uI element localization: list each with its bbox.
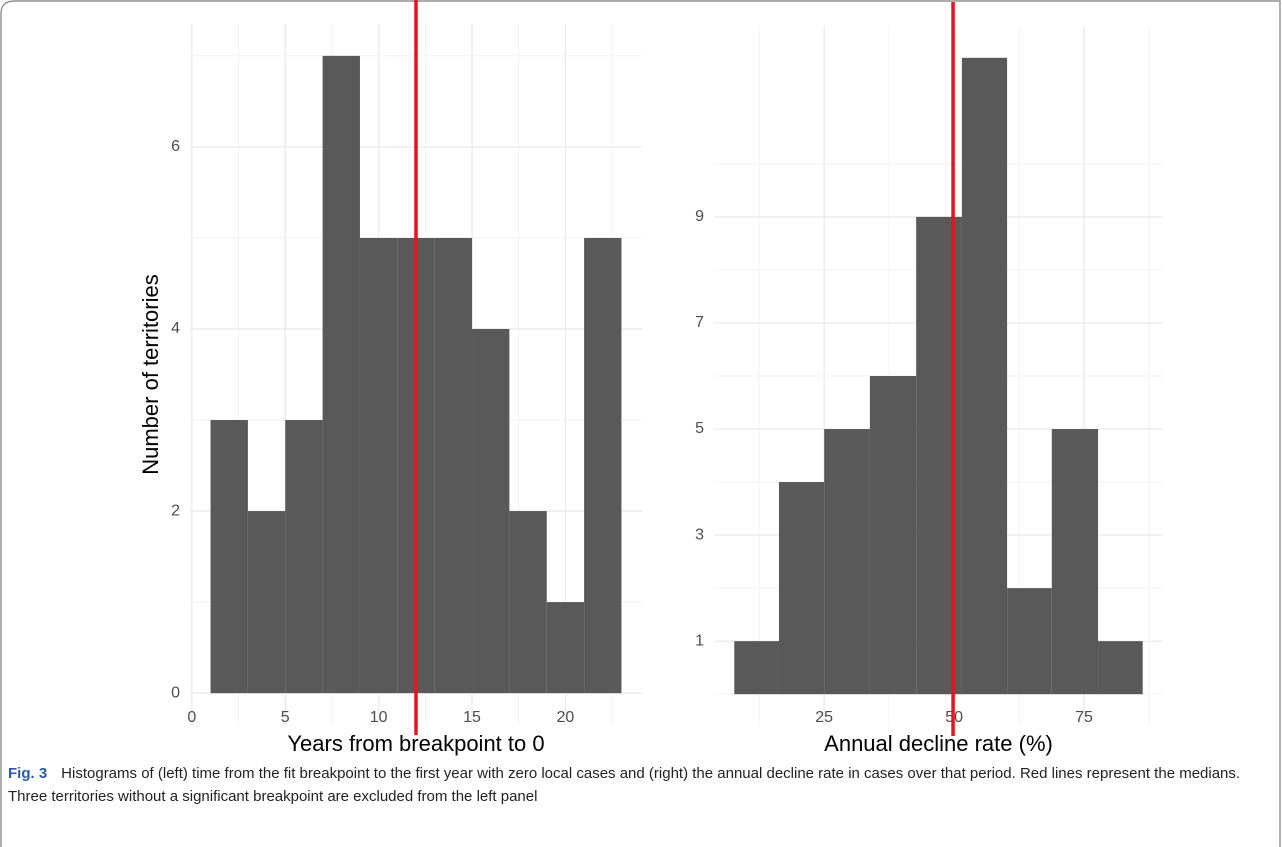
x-tick-label: 20 [557, 709, 575, 726]
bar [584, 237, 622, 694]
bar [472, 328, 510, 694]
x-tick-label: 5 [281, 709, 290, 726]
bar [869, 376, 917, 695]
y-tick-label: 6 [171, 138, 180, 155]
y-tick-label: 5 [695, 420, 704, 437]
bar [1007, 588, 1052, 695]
caption-label: Fig. 3 [8, 765, 48, 782]
bar [734, 641, 779, 695]
bar [509, 511, 547, 694]
bar [778, 482, 825, 695]
y-tick-label: 2 [171, 502, 180, 519]
caption: Fig. 3 Histograms of (left) time from the… [8, 762, 1270, 808]
x-tick-label: 15 [463, 709, 481, 726]
bar [434, 237, 473, 694]
bar [210, 420, 248, 694]
bar [546, 602, 585, 694]
bar [322, 55, 360, 694]
x-axis-title: Years from breakpoint to 0 [287, 731, 544, 756]
bar [961, 57, 1008, 695]
y-axis-title: Number of territories [138, 274, 163, 475]
bar [824, 429, 870, 695]
x-tick-label: 75 [1075, 709, 1093, 726]
bar [1051, 429, 1099, 695]
y-tick-label: 0 [171, 684, 180, 701]
x-tick-label: 0 [187, 709, 196, 726]
y-tick-label: 4 [171, 320, 180, 337]
y-tick-label: 7 [695, 314, 704, 331]
bar [247, 511, 286, 694]
bar [916, 216, 962, 695]
y-tick-label: 3 [695, 526, 704, 543]
x-axis-title: Annual decline rate (%) [824, 731, 1053, 756]
x-tick-label: 25 [815, 709, 833, 726]
bar [359, 237, 398, 694]
y-tick-label: 1 [695, 632, 704, 649]
caption-text: Histograms of (left) time from the fit b… [8, 765, 1241, 805]
y-tick-label: 9 [695, 208, 704, 225]
x-tick-label: 10 [370, 709, 388, 726]
bar [285, 420, 323, 694]
bar [1098, 641, 1143, 695]
